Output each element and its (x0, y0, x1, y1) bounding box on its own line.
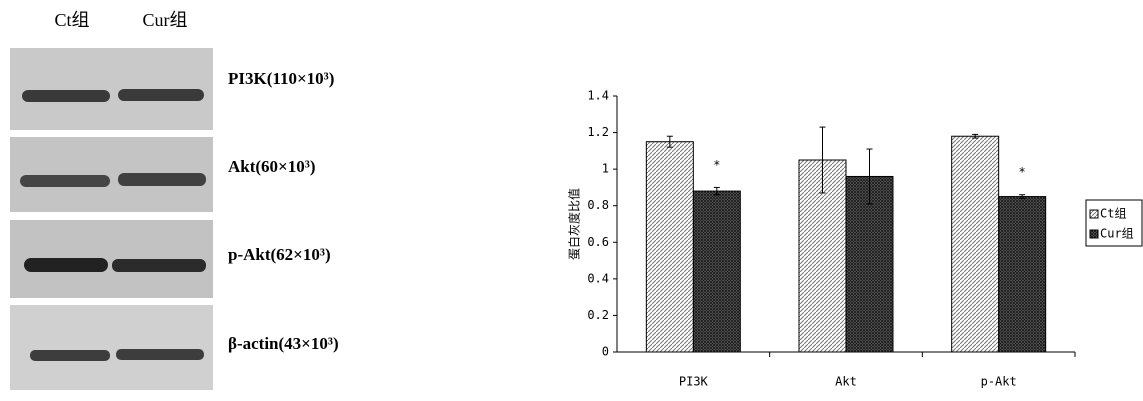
band-label: Akt(60×10³) (228, 157, 316, 176)
band (20, 175, 110, 187)
legend-swatch (1090, 230, 1098, 238)
x-tick-label: p-Akt (981, 375, 1017, 389)
band-label: PI3K(110×10³) (228, 69, 334, 88)
annotation: * (713, 158, 720, 172)
bar (693, 191, 740, 352)
band (30, 350, 110, 361)
legend-label: Ct组 (1100, 207, 1126, 221)
band-label: β-actin(43×10³) (228, 334, 339, 353)
blot-strip (10, 305, 213, 390)
band (112, 259, 206, 272)
lane-label: Cur组 (143, 10, 188, 30)
y-tick-label: 0.6 (587, 235, 609, 249)
y-tick-label: 0 (602, 345, 609, 359)
y-tick-label: 1.2 (587, 125, 609, 139)
bar (646, 142, 693, 352)
band (24, 258, 108, 272)
band-label: p-Akt(62×10³) (228, 245, 331, 264)
band (118, 173, 206, 186)
y-axis-label: 蛋白灰度比值 (567, 188, 582, 260)
y-tick-label: 0.4 (587, 271, 609, 285)
blot-panel: Ct组 Cur组 PI3K(110×10³) Akt(60×10³) p-Akt… (10, 10, 339, 390)
band (22, 90, 110, 102)
band (116, 349, 204, 360)
x-tick-label: Akt (835, 375, 857, 389)
x-tick-label: PI3K (679, 375, 709, 389)
y-tick-label: 0.8 (587, 198, 609, 212)
bar (952, 136, 999, 352)
y-tick-label: 0.2 (587, 308, 609, 322)
annotation: * (1019, 165, 1026, 179)
legend-label: Cur组 (1100, 227, 1134, 241)
legend-swatch (1090, 210, 1098, 218)
y-tick-label: 1.4 (587, 89, 609, 103)
bar (999, 197, 1046, 352)
figure: Ct组 Cur组 PI3K(110×10³) Akt(60×10³) p-Akt… (0, 0, 1143, 396)
lane-label: Ct组 (54, 10, 89, 30)
y-tick-label: 1 (602, 162, 609, 176)
band (118, 89, 204, 101)
